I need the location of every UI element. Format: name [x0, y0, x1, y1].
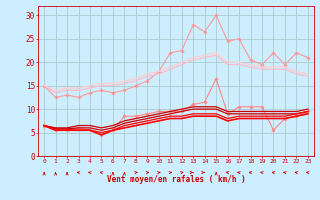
X-axis label: Vent moyen/en rafales ( km/h ): Vent moyen/en rafales ( km/h )	[107, 175, 245, 184]
